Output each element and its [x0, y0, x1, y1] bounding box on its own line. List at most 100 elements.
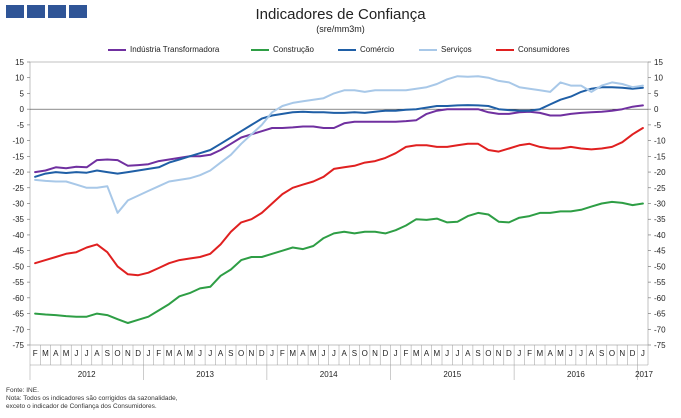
y-tick-label-right: 15 [654, 58, 663, 67]
month-label: M [166, 349, 173, 358]
chart-subtitle: (sre/mm3m) [316, 24, 365, 34]
y-tick-label-right: -5 [654, 121, 662, 130]
year-label: 2015 [443, 370, 461, 379]
legend-swatch [108, 48, 126, 51]
month-label: M [42, 349, 49, 358]
month-label: J [198, 349, 202, 358]
legend-label: Construção [273, 45, 314, 54]
y-tick-label-left: -60 [12, 294, 24, 303]
legend-swatch [419, 48, 437, 51]
y-tick-label-left: -25 [12, 184, 24, 193]
y-tick-label-right: 10 [654, 74, 663, 83]
month-label: N [125, 349, 131, 358]
month-label: J [394, 349, 398, 358]
y-tick-label-left: -10 [12, 137, 24, 146]
y-tick-label-left: -20 [12, 168, 24, 177]
month-label: J [517, 349, 521, 358]
y-tick-label-right: -40 [654, 231, 666, 240]
y-tick-label-right: -70 [654, 325, 666, 334]
y-tick-label-right: 0 [654, 105, 659, 114]
month-label: J [332, 349, 336, 358]
month-label: J [579, 349, 583, 358]
chart-title: Indicadores de Confiança [255, 6, 426, 23]
month-label: A [465, 349, 471, 358]
month-label: M [186, 349, 193, 358]
series-line-0 [34, 104, 644, 174]
month-label: S [599, 349, 604, 358]
legend-label: Consumidores [518, 45, 570, 54]
y-tick-label-left: -70 [12, 325, 24, 334]
month-label: J [641, 349, 645, 358]
month-label: F [527, 349, 532, 358]
y-tick-label-left: -15 [12, 152, 24, 161]
note-line: Nota: Todos os indicadores são corrigido… [6, 395, 178, 402]
month-label: O [609, 349, 615, 358]
ine-logo [6, 5, 87, 18]
month-label: M [413, 349, 420, 358]
y-tick-label-left: 0 [20, 105, 25, 114]
chart-legend: Indústria Transformadora Construção Comé… [0, 45, 681, 57]
month-label: J [85, 349, 89, 358]
month-label: J [569, 349, 573, 358]
month-label: O [362, 349, 368, 358]
month-label: O [485, 349, 491, 358]
series-line-1 [34, 200, 644, 324]
month-label: S [228, 349, 233, 358]
month-label: S [352, 349, 357, 358]
month-label: A [53, 349, 59, 358]
series-line-4 [34, 127, 644, 277]
logo-block [48, 5, 66, 18]
y-tick-label-right: -50 [654, 262, 666, 271]
month-label: A [218, 349, 224, 358]
logo-block [69, 5, 87, 18]
y-tick-label-left: -55 [12, 278, 24, 287]
series-line-3 [34, 75, 644, 214]
legend-item-industria: Indústria Transformadora [108, 45, 219, 54]
month-label: F [404, 349, 409, 358]
y-tick-label-left: -40 [12, 231, 24, 240]
y-tick-label-left: -30 [12, 200, 24, 209]
legend-swatch [251, 48, 269, 51]
y-tick-label-right: -15 [654, 152, 666, 161]
y-tick-label-left: 10 [15, 74, 24, 83]
year-label: 2014 [320, 370, 338, 379]
y-tick-label-left: -75 [12, 341, 24, 350]
legend-swatch [496, 48, 514, 51]
month-label: M [310, 349, 317, 358]
month-label: A [94, 349, 100, 358]
month-label: J [455, 349, 459, 358]
month-label: D [506, 349, 512, 358]
month-label: J [445, 349, 449, 358]
y-tick-label-right: -30 [654, 200, 666, 209]
month-label: A [424, 349, 430, 358]
month-label: N [619, 349, 625, 358]
y-tick-label-left: -45 [12, 247, 24, 256]
month-label: N [372, 349, 378, 358]
note-source: Fonte: INE. [6, 387, 39, 394]
month-label: M [537, 349, 544, 358]
y-tick-label-right: -20 [654, 168, 666, 177]
y-tick-label-right: -10 [654, 137, 666, 146]
legend-label: Comércio [360, 45, 395, 54]
month-label: A [341, 349, 347, 358]
chart-notes: Fonte: INE. Nota: Todos os indicadores s… [6, 387, 178, 411]
month-label: D [259, 349, 265, 358]
year-label: 2017 [635, 370, 653, 379]
month-label: M [63, 349, 70, 358]
series-line-2 [34, 86, 644, 178]
legend-label: Serviços [441, 45, 472, 54]
month-label: F [156, 349, 161, 358]
year-label: 2013 [196, 370, 214, 379]
month-label: D [135, 349, 141, 358]
month-label: J [208, 349, 212, 358]
y-tick-label-left: -65 [12, 310, 24, 319]
note-line: exceto o indicador de Confiança dos Cons… [6, 403, 157, 410]
month-label: M [434, 349, 441, 358]
y-tick-label-left: -50 [12, 262, 24, 271]
month-label: O [114, 349, 120, 358]
legend-item-servicos: Serviços [419, 45, 472, 54]
month-label: F [280, 349, 285, 358]
month-label: S [475, 349, 480, 358]
plot-frame [29, 61, 649, 346]
y-tick-label-right: 5 [654, 89, 659, 98]
